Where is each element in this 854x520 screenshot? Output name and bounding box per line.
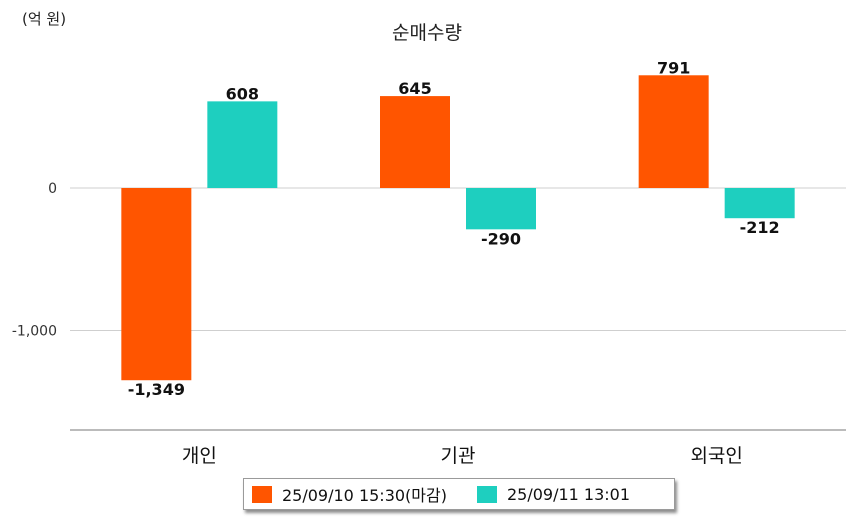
legend-label-series-1: 25/09/10 15:30(마감)	[282, 486, 447, 505]
x-tick-label: 기관	[441, 445, 476, 467]
bar[interactable]	[380, 96, 450, 188]
bar[interactable]	[466, 188, 536, 230]
x-tick-label: 개인	[182, 445, 217, 467]
legend-item-series-1[interactable]: 25/09/10 15:30(마감)	[252, 482, 447, 506]
bar[interactable]	[638, 75, 709, 188]
data-label: 791	[657, 58, 690, 77]
bar[interactable]	[121, 188, 192, 381]
data-label: -290	[481, 229, 521, 248]
data-label: 645	[398, 79, 431, 98]
data-label: 608	[226, 84, 259, 103]
y-tick-label: 0	[48, 181, 57, 197]
legend-item-series-2[interactable]: 25/09/11 13:01	[476, 484, 631, 504]
unit-label: (억 원)	[22, 10, 67, 28]
legend-label-series-2: 25/09/11 13:01	[506, 484, 631, 504]
legend-swatch-series-1	[252, 485, 272, 503]
bar[interactable]	[724, 188, 795, 219]
legend-swatch-series-2	[476, 485, 497, 503]
bar[interactable]	[207, 101, 278, 188]
x-tick-label: 외국인	[690, 445, 742, 467]
data-label: -212	[740, 218, 780, 237]
chart-title: 순매수량	[392, 22, 462, 44]
legend: 25/09/10 15:30(마감) 25/09/11 13:01	[243, 478, 675, 510]
data-label: -1,349	[128, 380, 185, 399]
y-tick-label: -1,000	[12, 324, 57, 340]
